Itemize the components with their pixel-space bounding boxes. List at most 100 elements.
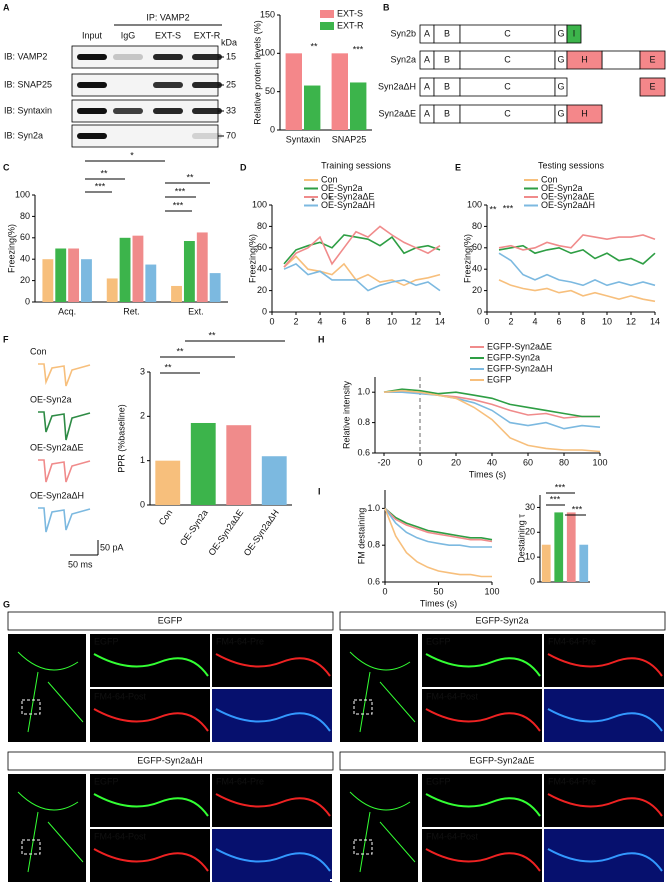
group-title: EGFP-Syn2a <box>475 615 528 625</box>
y-tick-label: 60 <box>472 242 482 252</box>
trace-label: OE-Syn2aΔE <box>30 442 84 452</box>
y-tick-label: 0 <box>140 499 145 509</box>
y-tick-label: 2 <box>140 411 145 421</box>
trace <box>38 411 91 441</box>
y-tick-label: 0.6 <box>367 576 380 586</box>
series-line <box>498 234 656 251</box>
x-tick-label: 0 <box>484 316 489 326</box>
overview-image <box>340 774 418 882</box>
x-tick-label: 8 <box>580 316 585 326</box>
domain-name: Syn2b <box>390 28 416 38</box>
blot-band <box>113 54 143 60</box>
neurite <box>17 791 84 873</box>
y-tick-label: 100 <box>260 48 275 58</box>
legend-label: OE-Syn2aΔH <box>321 200 375 210</box>
x-tick-label: 2 <box>508 316 513 326</box>
x-axis-label: Times (s) <box>420 598 457 608</box>
y-tick-label: 20 <box>525 527 535 537</box>
channel-label: EGFP <box>94 636 119 646</box>
legend-label: OE-Syn2aΔE <box>541 191 595 201</box>
channel-label: FM4-64-Pre <box>548 776 596 786</box>
bar <box>285 53 302 131</box>
trace-label: OE-Syn2a <box>30 394 72 404</box>
y-tick-label: 80 <box>20 211 30 221</box>
series-line <box>498 279 656 303</box>
trace-label: OE-Syn2aΔH <box>30 490 84 500</box>
x-axis-label: Times (s) <box>469 469 506 479</box>
y-tick-label: 100 <box>467 199 482 209</box>
blot-band <box>153 54 183 60</box>
significance: ** <box>208 330 216 340</box>
overview-image <box>8 774 86 882</box>
chart-title: Testing sessions <box>538 160 605 170</box>
x-tick-label: 4 <box>317 316 322 326</box>
bar <box>145 264 157 302</box>
x-tick-label: Con <box>157 508 175 527</box>
blot-band <box>77 108 107 114</box>
neurite <box>93 653 209 677</box>
y-tick-label: 60 <box>20 232 30 242</box>
domain-label: A <box>424 54 430 64</box>
x-tick-label: 10 <box>602 316 612 326</box>
blot-column: IgG <box>121 30 136 40</box>
domain-label: A <box>424 108 430 118</box>
x-tick-label: 12 <box>411 316 421 326</box>
significance: *** <box>550 494 561 504</box>
panel-label: C <box>3 162 10 172</box>
y-tick-label: 150 <box>260 9 275 19</box>
y-tick-label: 40 <box>472 264 482 274</box>
channel-label: EGFP <box>426 636 451 646</box>
channel-label: FM4-64-Post <box>94 691 147 701</box>
group-title-box <box>339 611 666 631</box>
domain-label: E <box>649 81 655 91</box>
domain-label: B <box>444 81 450 91</box>
panel-label: D <box>240 162 247 172</box>
significance: ** <box>164 362 172 372</box>
blot-band <box>77 82 107 88</box>
significance: * <box>130 150 134 160</box>
panel-label: E <box>455 162 461 172</box>
mw-label: 15 <box>226 51 236 61</box>
unit-label: kDa <box>221 37 237 47</box>
y-tick-label: 1.0 <box>367 503 380 513</box>
blot-column: Input <box>82 30 103 40</box>
neurite <box>425 708 541 732</box>
roi-box <box>21 699 41 715</box>
group-title: EGFP <box>158 615 183 625</box>
bar <box>541 544 551 582</box>
bar <box>55 248 67 302</box>
neurite <box>349 651 416 733</box>
trace-label: Con <box>30 346 47 356</box>
x-tick-label: Syntaxin <box>286 134 321 144</box>
bar <box>119 237 131 302</box>
series-line <box>498 252 656 287</box>
panel-label: I <box>318 486 321 496</box>
significance: *** <box>503 203 514 213</box>
neurite <box>349 791 416 873</box>
x-tick-label: 100 <box>592 457 607 467</box>
x-tick-label: Ext. <box>188 306 204 316</box>
bar <box>68 248 80 302</box>
y-tick-label: 20 <box>472 285 482 295</box>
domain-box <box>639 77 666 97</box>
series-line <box>283 262 441 292</box>
series-line <box>384 391 601 430</box>
trace <box>38 363 91 387</box>
series-line <box>384 507 493 543</box>
legend-swatch <box>320 22 334 30</box>
significance: *** <box>175 186 186 196</box>
y-tick-label: 20 <box>20 275 30 285</box>
domain-label: B <box>444 28 450 38</box>
bar <box>261 456 287 505</box>
y-tick-label: 80 <box>257 221 267 231</box>
domain-box <box>554 77 568 97</box>
y-tick-label: 30 <box>525 502 535 512</box>
roi-box <box>353 699 373 715</box>
domain-name: Syn2a <box>390 54 416 64</box>
x-tick-label: 50 <box>433 586 443 596</box>
channel-label: FM4-64-Pre <box>216 776 264 786</box>
domain-box <box>566 104 603 124</box>
significance: ** <box>100 168 108 178</box>
